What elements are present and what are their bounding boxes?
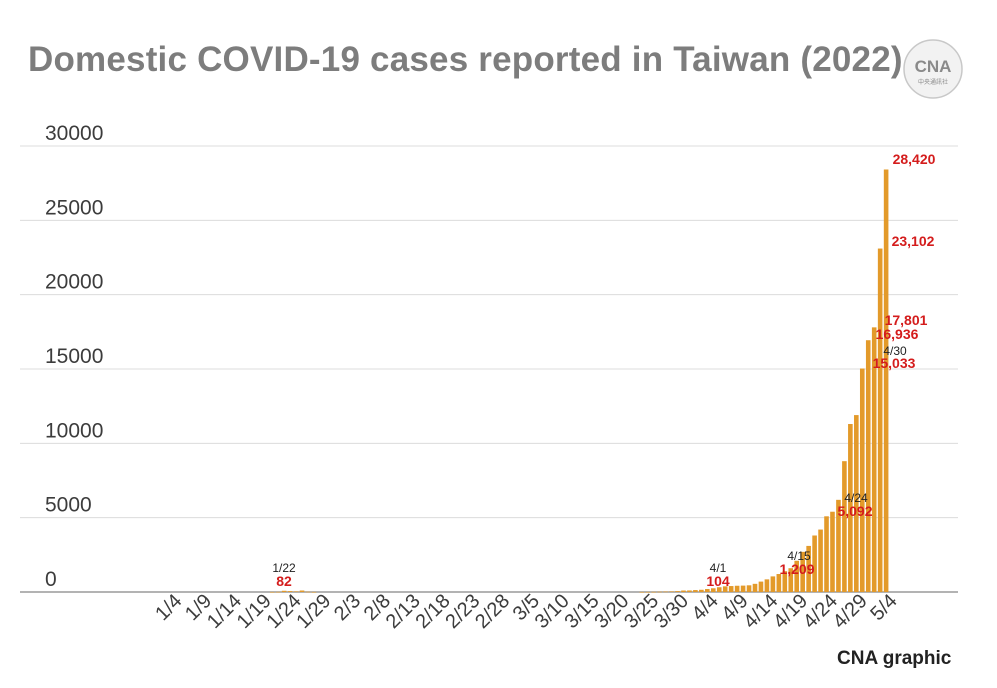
annotation-value: 28,420 (893, 151, 936, 167)
bar (836, 499, 841, 592)
bar (645, 591, 651, 593)
x-tick-label: 3/30 (650, 590, 693, 633)
y-tick-label: 25000 (45, 196, 103, 219)
chart-title: Domestic COVID-19 cases reported in Taiw… (28, 40, 903, 79)
bar (883, 169, 889, 593)
bar (669, 591, 674, 593)
bar (710, 588, 716, 592)
x-tick-label: 5/4 (866, 590, 901, 625)
y-tick-label: 10000 (45, 419, 103, 442)
annotation-value: 1,209 (779, 561, 814, 577)
annotation-value: 5,092 (837, 503, 872, 519)
bar (722, 586, 728, 592)
bar (299, 590, 305, 592)
annotation-date: 4/30 (883, 344, 907, 358)
bar (275, 591, 281, 593)
bar (311, 591, 317, 593)
bar (681, 590, 686, 592)
y-axis-ticks: 0 5000 10000 15000 20000 25000 30000 (45, 122, 103, 591)
logo-subtext: 中央通訊社 (918, 78, 948, 86)
bar (776, 574, 782, 592)
bar (764, 579, 770, 592)
bar (699, 589, 704, 592)
bar (657, 591, 662, 593)
bar (734, 585, 740, 592)
x-tick-label: 4/4 (688, 590, 723, 625)
x-tick-label: 1/29 (292, 590, 335, 633)
annotation-value: 23,102 (892, 233, 935, 249)
annotation-value: 15,033 (873, 355, 916, 371)
annotation-date: 4/1 (710, 561, 727, 575)
annotation-value: 104 (706, 573, 730, 589)
cna-logo-icon: CNA 中央通訊社 (903, 39, 963, 99)
bar (800, 551, 805, 592)
bar (675, 591, 680, 592)
x-axis-ticks: 1/41/91/141/191/241/292/32/82/132/182/23… (151, 590, 901, 633)
bar (871, 327, 877, 592)
bar (812, 535, 817, 592)
bar (824, 516, 829, 592)
bar (728, 586, 734, 592)
bars (269, 169, 889, 593)
x-tick-label: 4/29 (829, 590, 872, 633)
annotation-date: 1/22 (272, 561, 296, 575)
bar (842, 461, 847, 592)
bar (830, 511, 835, 592)
bar (859, 368, 865, 592)
bar (281, 590, 287, 592)
bar (794, 560, 800, 592)
bar (663, 591, 668, 593)
bar (293, 591, 299, 593)
bar (752, 583, 758, 592)
bar (305, 591, 311, 593)
bar (806, 545, 811, 592)
gridlines (20, 145, 958, 593)
bar (770, 576, 776, 592)
y-tick-label: 5000 (45, 494, 92, 517)
annotation-date: 4/24 (844, 491, 868, 505)
bar (848, 424, 853, 592)
bar (687, 590, 692, 592)
bar (818, 529, 823, 592)
bar (639, 591, 645, 593)
y-tick-label: 30000 (45, 122, 103, 145)
annotation-value: 16,936 (876, 326, 919, 342)
bar (716, 587, 722, 592)
bar (651, 591, 656, 593)
bar (782, 571, 788, 592)
x-tick-label: 2/28 (471, 590, 514, 633)
bar (740, 585, 746, 592)
y-tick-label: 0 (45, 568, 57, 591)
x-tick-label: 2/3 (330, 590, 365, 625)
bar (877, 248, 883, 592)
y-tick-label: 20000 (45, 271, 103, 294)
credit-label: CNA graphic (837, 648, 952, 669)
bar (854, 415, 859, 592)
bar (693, 590, 698, 592)
annotation-date: 4/15 (787, 549, 811, 563)
bar (758, 581, 764, 592)
bar (269, 591, 275, 593)
annotation-value: 17,801 (885, 312, 928, 328)
x-tick-label: 1/4 (151, 590, 186, 625)
bar (287, 591, 293, 592)
bar (865, 340, 871, 592)
annotation-value: 82 (276, 573, 292, 589)
logo-text: CNA (915, 57, 952, 76)
bar (746, 585, 752, 592)
y-tick-label: 15000 (45, 345, 103, 368)
bar (705, 589, 710, 592)
bar (788, 568, 794, 592)
